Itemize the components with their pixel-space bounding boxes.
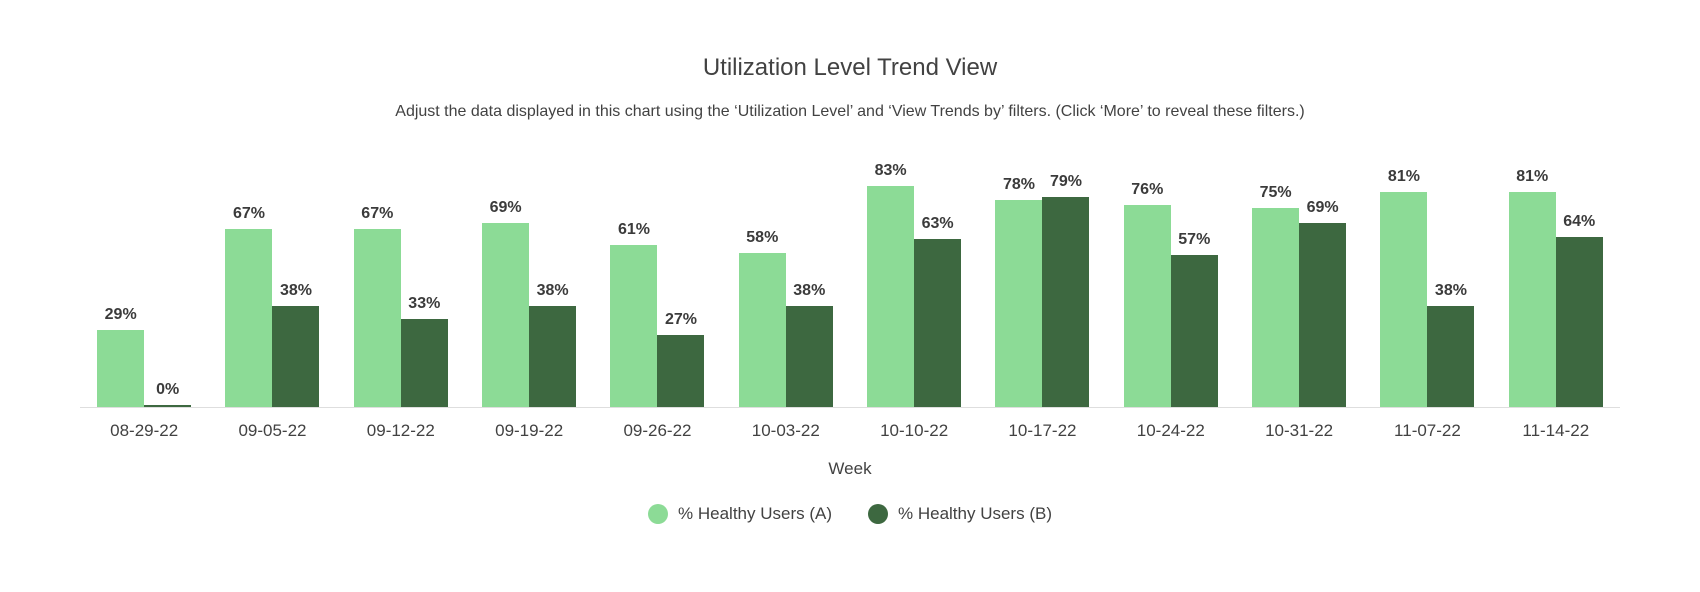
bar-series-b[interactable] <box>785 305 833 407</box>
bar-series-a[interactable] <box>97 329 145 407</box>
x-axis-tick-label: 08-29-22 <box>110 421 179 440</box>
x-axis-tick-label: 09-19-22 <box>495 421 564 440</box>
bar-series-a[interactable] <box>482 223 530 407</box>
bar-series-a[interactable] <box>610 244 658 407</box>
legend-label: % Healthy Users (B) <box>898 504 1052 523</box>
bar-series-a[interactable] <box>1252 207 1300 407</box>
bar-value-label: 67% <box>361 204 394 222</box>
bar-value-label: 29% <box>104 305 137 323</box>
bar-series-a[interactable] <box>353 228 401 407</box>
bar-value-label: 63% <box>921 215 954 233</box>
bar-group: 76% 57% <box>1107 135 1235 407</box>
bar-value-label: 57% <box>1178 231 1211 249</box>
x-axis-tick-label: 10-17-22 <box>1008 421 1077 440</box>
bar-series-b[interactable] <box>144 405 192 407</box>
legend-swatch-icon <box>868 504 888 524</box>
bar-series-a[interactable] <box>1508 191 1556 407</box>
chart-subtitle: Adjust the data displayed in this chart … <box>395 103 1305 120</box>
bar-group: 69% 38% <box>465 135 593 407</box>
bar-group: 61% 27% <box>593 135 721 407</box>
bar-series-a[interactable] <box>1380 191 1428 407</box>
bar-series-b[interactable] <box>272 305 320 407</box>
bar-group: 67% 33% <box>337 135 465 407</box>
legend: % Healthy Users (A) % Healthy Users (B) <box>0 504 1700 524</box>
bar-value-label: 69% <box>489 199 522 217</box>
bar-series-b[interactable] <box>1170 255 1218 407</box>
x-axis-tick-label: 09-26-22 <box>623 421 692 440</box>
bar-value-label: 81% <box>1387 167 1420 185</box>
bar-value-label: 79% <box>1049 172 1082 190</box>
bar-series-a[interactable] <box>1123 204 1171 407</box>
legend-label: % Healthy Users (A) <box>678 504 832 523</box>
chart-title: Utilization Level Trend View <box>702 54 998 81</box>
x-axis-tick-label: 10-24-22 <box>1136 421 1205 440</box>
plot-area: 29% 0% 67% 38% 67% 33% 69% 38% 61% 27% 58% 38% 83% 63… <box>80 135 1620 408</box>
x-axis-tick-label: 10-10-22 <box>880 421 949 440</box>
bar-group: 29% 0% <box>80 135 208 407</box>
bar-series-a[interactable] <box>738 252 786 407</box>
legend-item-series-b[interactable]: % Healthy Users (B) <box>868 504 1052 524</box>
bar-series-b[interactable] <box>914 239 962 407</box>
bar-group: 81% 64% <box>1492 135 1620 407</box>
bar-value-label: 69% <box>1306 199 1339 217</box>
bar-series-b[interactable] <box>1299 223 1347 407</box>
bar-series-b[interactable] <box>1427 305 1475 407</box>
bar-value-label: 61% <box>617 220 650 238</box>
bar-value-label: 38% <box>536 281 569 299</box>
legend-swatch-icon <box>648 504 669 524</box>
bar-value-label: 38% <box>793 281 826 299</box>
bar-group: 58% 38% <box>722 135 850 407</box>
bar-value-label: 83% <box>874 162 907 180</box>
x-axis-tick-label: 09-12-22 <box>366 421 435 440</box>
bar-value-label: 75% <box>1259 183 1292 201</box>
bar-series-b[interactable] <box>1555 236 1603 407</box>
bar-value-label: 81% <box>1516 167 1549 185</box>
x-axis-labels: 08-29-22 09-05-22 09-12-22 09-19-22 09-26-22… <box>80 421 1620 441</box>
bar-group: 67% 38% <box>208 135 336 407</box>
x-axis-tick-label: 11-07-22 <box>1394 421 1461 440</box>
bar-value-label: 58% <box>746 228 779 246</box>
bar-group: 78% 79% <box>978 135 1106 407</box>
bar-value-label: 76% <box>1131 180 1164 198</box>
legend-item-series-a[interactable]: % Healthy Users (A) <box>648 504 832 524</box>
x-axis-title: Week <box>828 459 872 478</box>
bar-value-label: 67% <box>232 204 265 222</box>
bar-value-label: 0% <box>156 381 180 398</box>
bar-value-label: 38% <box>279 281 312 299</box>
bar-series-a[interactable] <box>995 199 1043 407</box>
bar-value-label: 64% <box>1563 212 1596 230</box>
x-axis-tick-label: 10-03-22 <box>751 421 820 440</box>
bar-series-a[interactable] <box>867 186 915 407</box>
bar-value-label: 38% <box>1434 281 1467 299</box>
bar-group: 75% 69% <box>1235 135 1363 407</box>
bar-series-a[interactable] <box>225 228 273 407</box>
bar-group: 83% 63% <box>850 135 978 407</box>
bar-series-b[interactable] <box>400 319 448 407</box>
bar-series-b[interactable] <box>1042 196 1090 407</box>
bar-series-b[interactable] <box>657 335 705 407</box>
bar-value-label: 27% <box>664 311 697 329</box>
bar-series-b[interactable] <box>529 305 577 407</box>
bar-value-label: 33% <box>408 295 441 313</box>
x-axis-tick-label: 09-05-22 <box>238 421 307 440</box>
bar-value-label: 78% <box>1002 175 1035 193</box>
x-axis-tick-label: 10-31-22 <box>1265 421 1334 440</box>
bar-group: 81% 38% <box>1363 135 1491 407</box>
x-axis-tick-label: 11-14-22 <box>1522 421 1590 440</box>
